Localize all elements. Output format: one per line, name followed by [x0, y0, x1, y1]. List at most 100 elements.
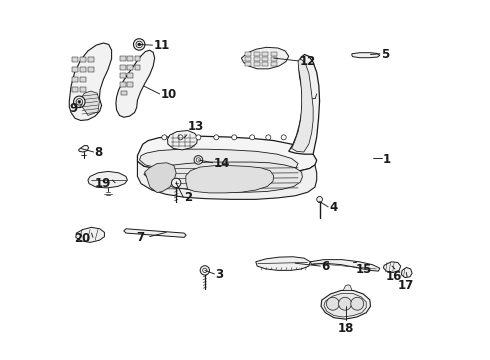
Bar: [80, 57, 86, 62]
Text: 6: 6: [321, 260, 330, 273]
Circle shape: [281, 135, 286, 140]
Text: 17: 17: [397, 279, 414, 292]
Text: 8: 8: [95, 146, 102, 159]
Circle shape: [162, 135, 167, 140]
Text: 10: 10: [161, 88, 177, 101]
Text: 13: 13: [188, 120, 204, 134]
Polygon shape: [256, 257, 310, 270]
Text: 7: 7: [136, 231, 145, 244]
Polygon shape: [343, 285, 352, 291]
Polygon shape: [186, 166, 274, 193]
Bar: [120, 73, 125, 78]
Bar: [127, 56, 133, 61]
Circle shape: [136, 41, 143, 48]
Bar: [122, 91, 126, 95]
Bar: [72, 87, 78, 93]
Polygon shape: [137, 136, 317, 174]
Circle shape: [196, 135, 201, 140]
Circle shape: [74, 96, 85, 108]
Text: 4: 4: [329, 201, 338, 214]
Text: 19: 19: [95, 177, 111, 190]
Bar: [127, 73, 133, 78]
Bar: [88, 67, 94, 72]
Bar: [72, 77, 78, 82]
Text: 1: 1: [383, 153, 391, 166]
Circle shape: [133, 39, 145, 50]
Bar: [72, 57, 78, 62]
Polygon shape: [124, 229, 186, 237]
Polygon shape: [78, 145, 89, 152]
Bar: [245, 57, 251, 61]
Bar: [135, 56, 140, 61]
Circle shape: [196, 158, 200, 162]
Bar: [127, 65, 133, 69]
Text: 9: 9: [70, 102, 78, 115]
Polygon shape: [324, 293, 366, 317]
Polygon shape: [383, 262, 401, 273]
Bar: [271, 62, 277, 66]
Circle shape: [178, 135, 183, 140]
Circle shape: [200, 266, 210, 275]
Text: 14: 14: [214, 157, 230, 170]
Polygon shape: [242, 47, 289, 69]
Bar: [271, 57, 277, 61]
Circle shape: [78, 100, 81, 103]
Polygon shape: [140, 149, 298, 173]
Polygon shape: [168, 131, 197, 150]
Text: 5: 5: [381, 48, 389, 61]
Bar: [72, 67, 78, 72]
Bar: [262, 57, 269, 61]
Circle shape: [194, 156, 203, 164]
Bar: [120, 65, 125, 69]
Bar: [262, 52, 269, 56]
Circle shape: [351, 297, 364, 310]
Polygon shape: [401, 267, 412, 278]
Circle shape: [214, 135, 219, 140]
Text: 20: 20: [74, 232, 90, 245]
Bar: [120, 82, 125, 87]
Bar: [245, 52, 251, 56]
Bar: [80, 87, 86, 93]
Bar: [80, 67, 86, 72]
Polygon shape: [352, 53, 380, 58]
Polygon shape: [310, 260, 380, 271]
Circle shape: [317, 197, 322, 202]
Bar: [120, 56, 125, 61]
Polygon shape: [321, 291, 370, 319]
Text: 18: 18: [337, 321, 354, 335]
Bar: [254, 52, 260, 56]
Bar: [254, 57, 260, 61]
Polygon shape: [69, 43, 112, 121]
Circle shape: [138, 43, 141, 46]
Polygon shape: [81, 91, 99, 116]
Polygon shape: [292, 59, 313, 152]
Circle shape: [326, 297, 339, 310]
Polygon shape: [137, 161, 317, 199]
Bar: [271, 52, 277, 56]
Polygon shape: [144, 162, 302, 192]
Text: 2: 2: [184, 192, 192, 204]
Text: 16: 16: [386, 270, 402, 283]
Polygon shape: [76, 227, 104, 242]
Text: 3: 3: [216, 268, 224, 281]
Text: 15: 15: [355, 263, 372, 276]
Circle shape: [232, 135, 237, 140]
Circle shape: [250, 135, 255, 140]
Bar: [74, 98, 80, 103]
Text: 11: 11: [153, 39, 170, 52]
Circle shape: [266, 135, 271, 140]
Circle shape: [339, 297, 351, 310]
Text: 12: 12: [300, 55, 316, 68]
Polygon shape: [145, 163, 176, 193]
Bar: [262, 62, 269, 66]
Bar: [254, 62, 260, 66]
Bar: [245, 62, 251, 66]
Bar: [135, 65, 140, 69]
Polygon shape: [289, 54, 319, 154]
Bar: [127, 82, 133, 87]
Bar: [80, 77, 86, 82]
Polygon shape: [116, 50, 155, 117]
Polygon shape: [88, 171, 127, 188]
Circle shape: [203, 268, 207, 273]
Bar: [88, 57, 94, 62]
